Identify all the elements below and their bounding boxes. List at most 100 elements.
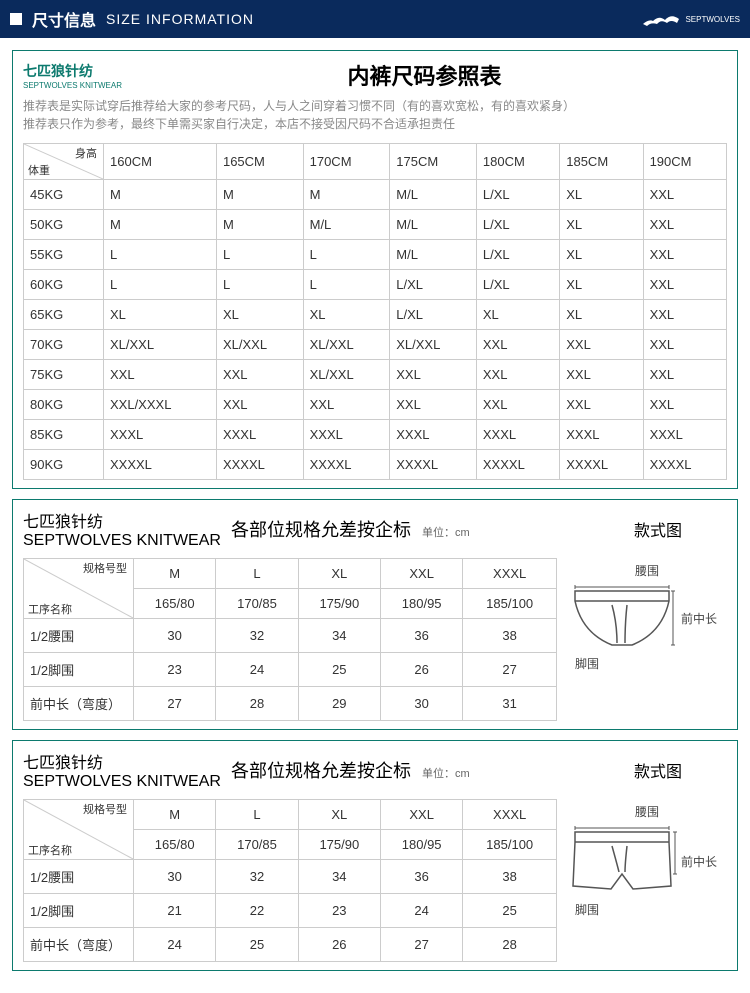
main-panel: 七匹狼针纺 SEPTWOLVES KNITWEAR 内裤尺码参照表 推荐表是实际… <box>12 50 738 489</box>
size-spec: 185/100 <box>463 830 557 860</box>
corner-cell: 规格号型 工序名称 <box>24 559 134 619</box>
size-table: 身高 体重 160CM 165CM 170CM 175CM 180CM 185C… <box>23 143 727 480</box>
size-col: XL <box>298 800 380 830</box>
size-spec: 165/80 <box>134 830 216 860</box>
size-cell: XXXL <box>390 420 477 450</box>
spec-title-text: 各部位规格允差按企标 <box>231 761 411 781</box>
size-cell: XXL <box>643 180 726 210</box>
header-bar: 尺寸信息 SIZE INFORMATION SEPTWOLVES <box>0 0 750 38</box>
size-cell: XXL <box>560 390 643 420</box>
size-cell: XXXL <box>560 420 643 450</box>
spec-panel-2: 七匹狼针纺 SEPTWOLVES KNITWEAR 各部位规格允差按企标 单位：… <box>12 740 738 971</box>
table-row: 55KGLLLM/LL/XLXLXXL <box>24 240 727 270</box>
size-spec: 180/95 <box>380 589 462 619</box>
size-cell: XL <box>560 210 643 240</box>
size-cell: M <box>104 180 217 210</box>
measure-value: 23 <box>298 894 380 928</box>
size-col: XXL <box>380 800 462 830</box>
spec-table-1: 规格号型 工序名称 M L XL XXL XXXL 165/80 170/85 … <box>23 558 557 721</box>
corner-top-label: 规格号型 <box>83 801 127 817</box>
size-cell: M/L <box>390 180 477 210</box>
size-cell: L <box>303 240 390 270</box>
corner-bot-label: 工序名称 <box>28 842 72 858</box>
size-spec: 175/90 <box>298 830 380 860</box>
size-cell: XXXL <box>476 420 559 450</box>
size-cell: XXL <box>476 330 559 360</box>
brand-en: SEPTWOLVES KNITWEAR <box>23 81 122 90</box>
desc-line-1: 推荐表是实际试穿后推荐给大家的参考尺码，人与人之间穿着习惯不同（有的喜欢宽松，有… <box>23 99 575 113</box>
size-cell: XXL <box>643 240 726 270</box>
size-cell: XXXL <box>104 420 217 450</box>
size-cell: XXXXL <box>390 450 477 480</box>
measure-value: 25 <box>463 894 557 928</box>
size-cell: XXL <box>560 330 643 360</box>
table-row: 90KGXXXXLXXXXLXXXXLXXXXLXXXXLXXXXLXXXXL <box>24 450 727 480</box>
size-cell: L <box>216 270 303 300</box>
measure-value: 28 <box>216 687 298 721</box>
size-cell: XXXXL <box>476 450 559 480</box>
measure-value: 30 <box>134 619 216 653</box>
measure-value: 32 <box>216 860 298 894</box>
size-cell: XL/XXL <box>390 330 477 360</box>
spec-title-text: 各部位规格允差按企标 <box>231 520 411 540</box>
style-diagram-label: 款式图 <box>634 758 682 782</box>
measure-value: 23 <box>134 653 216 687</box>
size-cell: XL <box>560 300 643 330</box>
brand-block: 七匹狼针纺 SEPTWOLVES KNITWEAR <box>23 61 122 90</box>
boxer-diagram: 腰围 前中长 脚围 <box>557 799 727 918</box>
measure-value: 25 <box>216 928 298 962</box>
size-cell: XL <box>104 300 217 330</box>
size-cell: L/XL <box>476 240 559 270</box>
measure-name: 1/2脚围 <box>24 894 134 928</box>
weight-cell: 70KG <box>24 330 104 360</box>
height-col: 165CM <box>216 144 303 180</box>
table-row: 85KGXXXLXXXLXXXLXXXLXXXLXXXLXXXL <box>24 420 727 450</box>
corner-top-label: 身高 <box>75 145 97 161</box>
size-cell: M <box>303 180 390 210</box>
weight-cell: 80KG <box>24 390 104 420</box>
measure-value: 38 <box>463 860 557 894</box>
measure-value: 27 <box>463 653 557 687</box>
size-cell: L <box>303 270 390 300</box>
boxer-icon <box>567 824 677 899</box>
size-cell: L <box>104 270 217 300</box>
measure-value: 25 <box>298 653 380 687</box>
size-cell: XL <box>216 300 303 330</box>
spec-panel-1: 七匹狼针纺 SEPTWOLVES KNITWEAR 各部位规格允差按企标 单位：… <box>12 499 738 730</box>
corner-cell: 身高 体重 <box>24 144 104 180</box>
table-row: 1/2脚围2324252627 <box>24 653 557 687</box>
size-cell: XXL <box>643 300 726 330</box>
measure-name: 1/2腰围 <box>24 619 134 653</box>
table-row: 70KGXL/XXLXL/XXLXL/XXLXL/XXLXXLXXLXXL <box>24 330 727 360</box>
brand-en: SEPTWOLVES KNITWEAR <box>23 532 221 550</box>
size-spec: 170/85 <box>216 589 298 619</box>
corner-bot-label: 体重 <box>28 162 50 178</box>
size-spec: 180/95 <box>380 830 462 860</box>
height-col: 185CM <box>560 144 643 180</box>
measure-value: 38 <box>463 619 557 653</box>
size-cell: XL/XXL <box>303 330 390 360</box>
header-bullet <box>10 13 22 25</box>
size-cell: XXXXL <box>643 450 726 480</box>
style-diagram-label: 款式图 <box>634 517 682 541</box>
measure-value: 26 <box>380 653 462 687</box>
spec-body: 规格号型 工序名称 M L XL XXL XXXL 165/80 170/85 … <box>23 558 727 721</box>
wolf-icon <box>641 9 681 29</box>
weight-cell: 55KG <box>24 240 104 270</box>
size-cell: L <box>216 240 303 270</box>
measure-name: 前中长（弯度） <box>24 928 134 962</box>
size-cell: XXL <box>104 360 217 390</box>
spec-title: 各部位规格允差按企标 单位：cm <box>231 757 470 783</box>
size-cell: XL/XXL <box>303 360 390 390</box>
spec-unit: 单位：cm <box>422 768 470 780</box>
size-cell: XXXXL <box>560 450 643 480</box>
measure-value: 22 <box>216 894 298 928</box>
size-col: M <box>134 559 216 589</box>
measure-value: 27 <box>380 928 462 962</box>
height-col: 190CM <box>643 144 726 180</box>
main-panel-desc: 推荐表是实际试穿后推荐给大家的参考尺码，人与人之间穿着习惯不同（有的喜欢宽松，有… <box>23 97 727 133</box>
foot-label: 脚围 <box>575 655 727 672</box>
corner-bot-label: 工序名称 <box>28 601 72 617</box>
desc-line-2: 推荐表只作为参考，最终下单需买家自行决定，本店不接受因尺码不合适承担责任 <box>23 117 455 131</box>
size-cell: M/L <box>303 210 390 240</box>
